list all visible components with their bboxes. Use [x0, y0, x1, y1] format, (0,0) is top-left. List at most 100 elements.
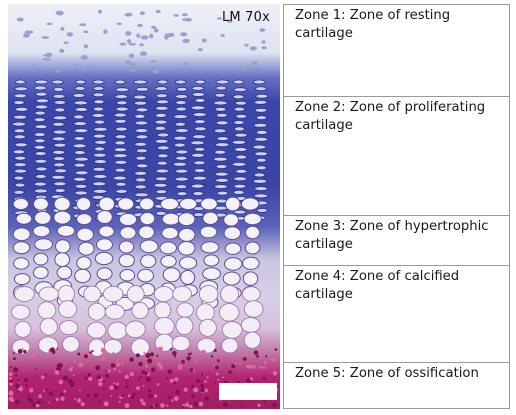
ossification-speck: [44, 373, 47, 376]
proliferating-cell: [114, 94, 129, 99]
proliferating-cell: [113, 147, 128, 153]
proliferating-cell: [156, 145, 170, 151]
ossification-speck: [109, 385, 114, 391]
ossification-speck: [55, 397, 59, 402]
hypertrophic-cell: [34, 210, 52, 225]
ossification-speck: [141, 370, 145, 374]
ossification-speck: [272, 371, 278, 376]
resting-cell: [217, 17, 222, 20]
calcified-lacuna: [14, 286, 35, 302]
ossification-speck: [191, 394, 195, 398]
proliferating-cell: [194, 119, 206, 125]
chondrocyte-cells: [8, 9, 278, 409]
proliferating-cell: [232, 94, 245, 100]
resting-cell: [181, 13, 188, 17]
ossification-speck: [143, 354, 146, 357]
proliferating-cell: [175, 168, 189, 174]
ossification-speck: [147, 388, 152, 393]
resting-cell: [241, 66, 248, 72]
ossification-speck: [76, 398, 82, 403]
ossification-speck: [263, 400, 266, 403]
ossification-speck: [217, 379, 220, 381]
resting-cell: [66, 32, 74, 37]
proliferating-cell: [13, 100, 25, 105]
ossification-speck: [139, 375, 142, 378]
resting-cell: [259, 28, 266, 32]
ossification-speck: [97, 375, 102, 380]
micrograph-image: [8, 4, 280, 409]
ossification-speck: [265, 355, 268, 358]
ossification-speck: [124, 374, 130, 380]
ossification-speck: [193, 402, 199, 407]
calcified-lacuna: [59, 320, 79, 336]
proliferating-cell: [74, 86, 86, 91]
resting-cell: [73, 63, 79, 67]
hypertrophic-cell: [56, 265, 73, 280]
resting-cell: [149, 60, 158, 63]
ossification-speck: [8, 372, 13, 377]
hypertrophic-cell: [160, 254, 177, 268]
proliferating-cell: [33, 117, 46, 123]
hypertrophic-cell: [224, 257, 243, 271]
ossification-speck: [8, 396, 14, 402]
proliferating-cell: [134, 141, 148, 147]
calcified-lacuna: [125, 320, 146, 339]
ossification-speck: [9, 380, 13, 383]
ossification-speck: [272, 402, 277, 408]
proliferating-cell: [233, 87, 248, 93]
proliferating-cell: [156, 160, 168, 166]
calcified-lacuna: [39, 317, 58, 336]
proliferating-cell: [73, 128, 89, 134]
hypertrophic-cell: [94, 251, 114, 266]
proliferating-cell: [53, 87, 65, 92]
ossification-speck: [135, 353, 140, 358]
ossification-speck: [132, 392, 136, 396]
calcified-lacuna: [14, 320, 32, 338]
ossification-speck: [204, 388, 209, 393]
resting-cell: [125, 31, 132, 36]
proliferating-cell: [114, 167, 127, 173]
proliferating-cell: [254, 186, 268, 192]
proliferating-cell: [233, 106, 246, 112]
proliferating-cell: [14, 182, 26, 188]
proliferating-cell: [157, 79, 169, 85]
resting-cell: [180, 32, 188, 37]
proliferating-cell: [175, 94, 189, 99]
proliferating-cell: [255, 129, 268, 135]
ossification-speck: [228, 370, 232, 374]
calcified-lacuna: [241, 286, 261, 302]
proliferating-cell: [233, 183, 247, 189]
ossification-speck: [242, 357, 247, 361]
resting-cell: [261, 46, 267, 50]
ossification-speck: [107, 369, 111, 373]
proliferating-cell: [191, 152, 205, 158]
ossification-speck: [103, 401, 109, 407]
proliferating-cell: [194, 146, 206, 152]
hypertrophic-cell: [203, 254, 220, 267]
ossification-speck: [80, 402, 85, 407]
calcified-lacuna: [57, 284, 75, 304]
ossification-speck: [21, 348, 24, 351]
resting-cell: [80, 55, 89, 60]
ossification-speck: [113, 382, 115, 384]
ossification-speck: [259, 365, 263, 369]
proliferating-cell: [93, 174, 108, 179]
ossification-speck: [188, 402, 191, 405]
hypertrophic-cell: [54, 252, 71, 268]
ossification-speck: [206, 376, 209, 379]
proliferating-cell: [33, 181, 47, 187]
hypertrophic-cell: [74, 268, 91, 284]
proliferating-cell: [135, 134, 149, 140]
proliferating-cell: [233, 126, 245, 132]
proliferating-cell: [233, 147, 248, 152]
proliferating-cell: [233, 120, 245, 125]
proliferating-cell: [34, 104, 49, 110]
ossification-speck: [95, 365, 101, 371]
ossification-speck: [148, 393, 153, 399]
proliferating-cell: [154, 176, 168, 182]
hypertrophic-cell: [223, 213, 240, 227]
ossification-speck: [74, 398, 77, 400]
ossification-speck: [145, 362, 148, 364]
ossification-speck: [103, 380, 106, 383]
proliferating-cell: [35, 174, 47, 179]
